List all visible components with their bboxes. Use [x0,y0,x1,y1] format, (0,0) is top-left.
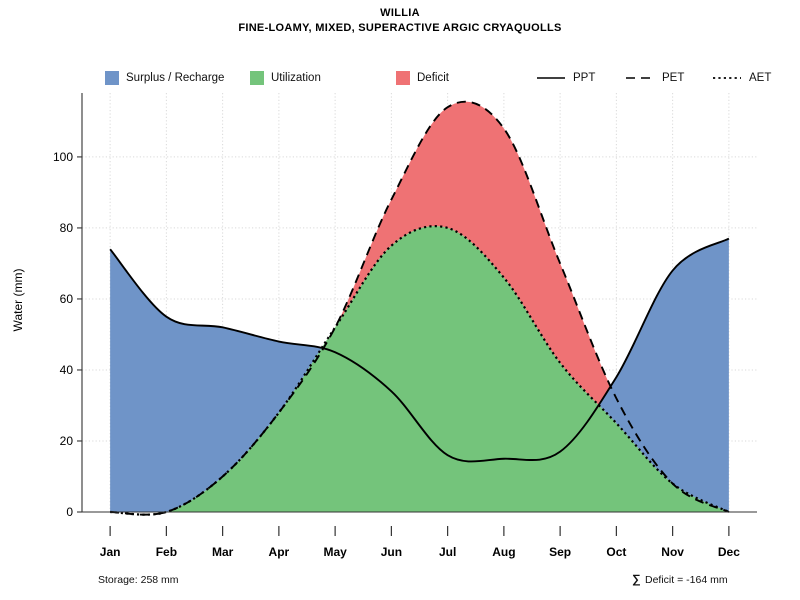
x-tick-label: Jul [439,545,456,559]
legend-item-deficit[interactable]: Deficit [396,68,449,88]
legend-label-utilization: Utilization [271,72,321,84]
data-lines [109,100,730,516]
chart-legend: Surplus / Recharge Utilization Deficit P… [0,68,800,88]
y-axis-label: Water (mm) [11,269,25,332]
dotted-line-sample-icon [712,71,742,85]
x-axis-ticks: Jan Feb Mar Apr May Jun Jul Aug Sep Oct Nov Dec [100,526,740,559]
x-tick-label: Jan [100,545,121,559]
surplus-color-swatch [105,71,119,85]
legend-item-surplus[interactable]: Surplus / Recharge [105,68,224,88]
utilization-color-swatch [250,71,264,85]
legend-label-pet: PET [662,72,685,84]
y-tick-label: 40 [60,363,74,377]
legend-label-deficit: Deficit [417,72,449,84]
y-tick-label: 60 [60,292,74,306]
x-tick-label: Oct [606,545,626,559]
y-tick-label: 20 [60,434,74,448]
axis-frame [81,93,757,513]
x-tick-label: Aug [492,545,515,559]
chart-title-block: WILLIA FINE-LOAMY, MIXED, SUPERACTIVE AR… [0,6,800,36]
deficit-color-swatch [396,71,410,85]
chart-title-primary: WILLIA [380,7,420,19]
x-tick-label: May [323,545,347,559]
dashed-line-sample-icon [625,71,655,85]
legend-item-ppt[interactable]: PPT [536,68,595,88]
legend-label-ppt: PPT [573,72,596,84]
x-tick-label: Jun [381,545,402,559]
storage-annotation: Storage: 258 mm [98,574,179,586]
fill-areas [110,101,729,512]
legend-item-pet[interactable]: PET [625,68,684,88]
x-tick-label: Sep [549,545,571,559]
y-axis-ticks: 0 20 40 60 80 100 [53,150,82,519]
y-tick-label: 100 [53,150,73,164]
x-tick-label: Apr [269,545,290,559]
x-tick-label: Mar [212,545,234,559]
legend-label-surplus: Surplus / Recharge [126,72,225,84]
y-tick-label: 0 [66,505,73,519]
x-tick-label: Feb [156,545,177,559]
deficit-sigma-icon: ∑ [632,572,641,586]
legend-item-utilization[interactable]: Utilization [250,68,321,88]
chart-title-subtitle: FINE-LOAMY, MIXED, SUPERACTIVE ARGIC CRY… [238,22,562,34]
x-tick-label: Nov [661,545,684,559]
deficit-annotation: Deficit = -164 mm [645,574,728,586]
legend-item-aet[interactable]: AET [712,68,771,88]
x-tick-label: Dec [718,545,740,559]
legend-label-aet: AET [749,72,772,84]
y-tick-label: 80 [60,221,74,235]
solid-line-sample-icon [536,71,566,85]
